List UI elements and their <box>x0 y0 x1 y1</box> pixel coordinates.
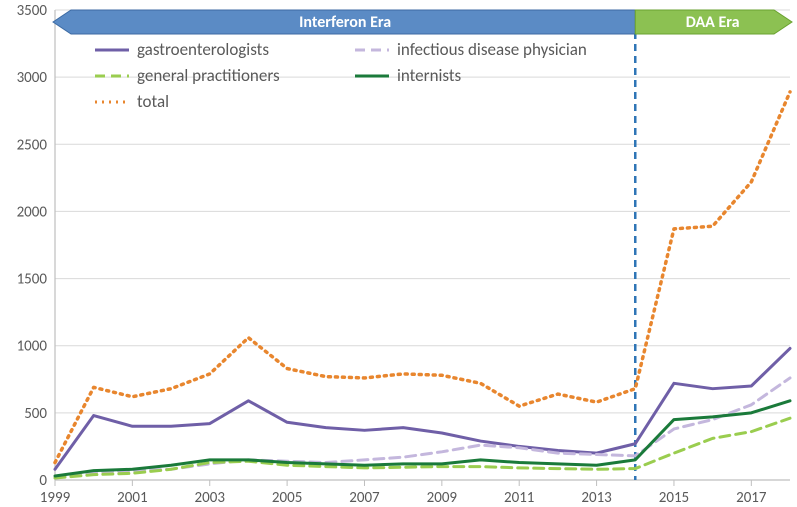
y-tick-label: 0 <box>39 472 47 490</box>
y-tick-label: 500 <box>24 405 47 423</box>
legend-label: gastroenterologists <box>137 39 269 60</box>
y-tick-label: 1000 <box>17 338 48 356</box>
legend-label: internists <box>397 65 462 86</box>
x-tick-label: 1999 <box>40 489 71 507</box>
x-tick-label: 2001 <box>117 489 147 507</box>
x-tick-label: 2003 <box>195 489 226 507</box>
legend-label: general practitioners <box>137 65 280 86</box>
y-tick-label: 3500 <box>17 2 48 20</box>
era-label: DAA Era <box>686 13 740 32</box>
x-tick-label: 2013 <box>581 489 612 507</box>
x-tick-label: 2017 <box>736 489 767 507</box>
x-tick-label: 2005 <box>272 489 302 507</box>
x-tick-label: 2011 <box>504 489 534 507</box>
y-tick-label: 1500 <box>17 271 48 289</box>
era-label: Interferon Era <box>299 13 391 32</box>
x-tick-label: 2009 <box>427 489 458 507</box>
x-tick-label: 2015 <box>659 489 689 507</box>
y-tick-label: 3000 <box>17 69 48 87</box>
x-tick-label: 2007 <box>349 489 380 507</box>
legend-label: total <box>137 91 169 112</box>
era-bar: Interferon Era DAA Era <box>53 10 792 34</box>
line-chart: 0 500 1000 1500 2000 2500 3000 3500 1999 2001 2003… <box>0 0 797 507</box>
legend-label: infectious disease physician <box>397 39 587 60</box>
y-tick-label: 2500 <box>17 136 48 154</box>
y-tick-label: 2000 <box>17 203 48 221</box>
